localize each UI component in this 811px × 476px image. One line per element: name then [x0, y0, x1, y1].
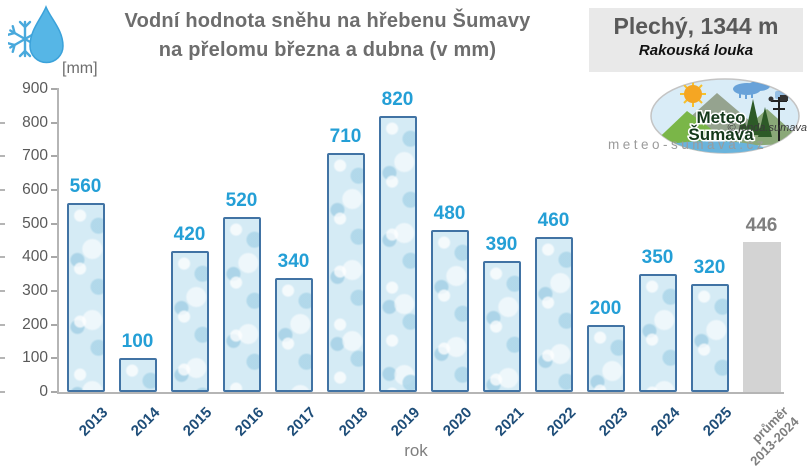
bar-value-label: 100 [121, 331, 154, 353]
average-bar [742, 241, 781, 392]
bar-value-label: 820 [381, 88, 414, 110]
bar-value-label: 200 [589, 297, 622, 319]
bar-value-label: 710 [329, 125, 362, 147]
chart-title-line2: na přelomu března a dubna (v mm) [158, 39, 497, 61]
y-tick-label: 400 [22, 248, 48, 266]
y-edge-tick-mark [0, 222, 5, 225]
y-edge-tick-mark [0, 121, 5, 124]
year-bar [534, 237, 573, 392]
y-tick-mark [51, 290, 57, 292]
year-bar [222, 216, 261, 392]
bar-value-label: 420 [173, 223, 206, 245]
y-tick-label: 0 [39, 383, 48, 400]
year-bar [690, 284, 729, 392]
y-tick-mark [51, 88, 57, 90]
x-tick-label-2020: 2020 [439, 404, 476, 440]
x-tick-label-2016: 2016 [231, 404, 268, 440]
y-edge-tick-mark [0, 357, 5, 360]
website-link[interactable]: meteo-sumava.cz [607, 137, 767, 152]
x-tick-label-2023: 2023 [595, 404, 632, 440]
logo-text-line2: Šumava [688, 125, 754, 144]
y-tick-label: 500 [22, 214, 48, 232]
y-edge-tick-mark [0, 155, 5, 158]
bar-value-label: 340 [277, 250, 310, 272]
year-bar [326, 152, 365, 392]
y-tick-label: 900 [22, 80, 48, 97]
y-edge-tick-mark [0, 290, 5, 292]
y-tick-label: 600 [22, 181, 48, 198]
x-tick-label-average: průměr 2013-2024 [738, 403, 803, 469]
x-axis-title: rok [404, 441, 428, 460]
y-tick-label: 700 [22, 147, 48, 165]
x-tick-label-2013: 2013 [75, 404, 112, 440]
y-edge-tick-mark [0, 256, 5, 259]
x-tick-label-2021: 2021 [491, 404, 528, 440]
chart-title-line1: Vodní hodnota sněhu na hřebenu Šumavy [124, 10, 531, 32]
y-tick-mark [51, 323, 57, 326]
year-bar [118, 358, 157, 392]
year-bar [482, 260, 521, 392]
y-tick-mark [51, 222, 57, 225]
station-header: Plechý, 1344 m Rakouská louka [589, 8, 803, 72]
x-tick-label-2019: 2019 [387, 404, 424, 440]
bar-value-label: 520 [225, 189, 258, 211]
y-tick-mark [51, 357, 57, 360]
logo-text-line1: Meteo [696, 108, 745, 127]
y-axis-line [57, 88, 59, 394]
y-tick-label: 300 [22, 282, 48, 299]
y-tick-mark [51, 155, 57, 158]
year-bar [430, 230, 469, 392]
y-tick-mark [51, 121, 57, 124]
average-value-label: 446 [745, 214, 778, 236]
year-bar [170, 250, 209, 392]
x-tick-label-2025: 2025 [699, 404, 736, 440]
y-edge-tick-mark [0, 189, 5, 191]
x-axis-line [57, 392, 784, 394]
year-bar [66, 203, 105, 392]
x-tick-label-2024: 2024 [647, 404, 684, 440]
y-tick-mark [51, 189, 57, 191]
y-tick-label: 200 [22, 315, 48, 333]
x-tick-label-2017: 2017 [283, 404, 320, 440]
year-bar [274, 277, 313, 392]
x-tick-label-2014: 2014 [127, 404, 164, 440]
bar-value-label: 460 [537, 210, 570, 232]
y-tick-mark [51, 391, 57, 393]
copyright-credit: © jenda.sumava [727, 122, 807, 134]
bar-value-label: 350 [641, 247, 674, 269]
y-axis-unit-label: [mm] [62, 60, 98, 77]
y-edge-tick-mark [0, 391, 5, 393]
year-bar [586, 324, 625, 392]
y-edge-tick-mark [0, 323, 5, 326]
station-name: Plechý, 1344 m [613, 13, 779, 39]
y-tick-label: 800 [22, 113, 48, 131]
snowflake-drop-icon [8, 5, 64, 64]
y-tick-mark [51, 256, 57, 259]
y-tick-label: 100 [22, 349, 48, 367]
bar-value-label: 320 [693, 257, 726, 279]
bar-value-label: 560 [69, 176, 102, 198]
meteo-sumava-logo: Meteo Šumava [650, 78, 800, 154]
bar-value-label: 390 [485, 233, 518, 255]
year-bar [638, 274, 677, 392]
x-tick-label-2015: 2015 [179, 404, 216, 440]
year-bar [378, 115, 417, 392]
station-location: Rakouská louka [638, 42, 754, 59]
bar-value-label: 480 [433, 203, 466, 225]
x-tick-label-2018: 2018 [335, 404, 372, 440]
x-tick-label-2022: 2022 [543, 404, 580, 440]
